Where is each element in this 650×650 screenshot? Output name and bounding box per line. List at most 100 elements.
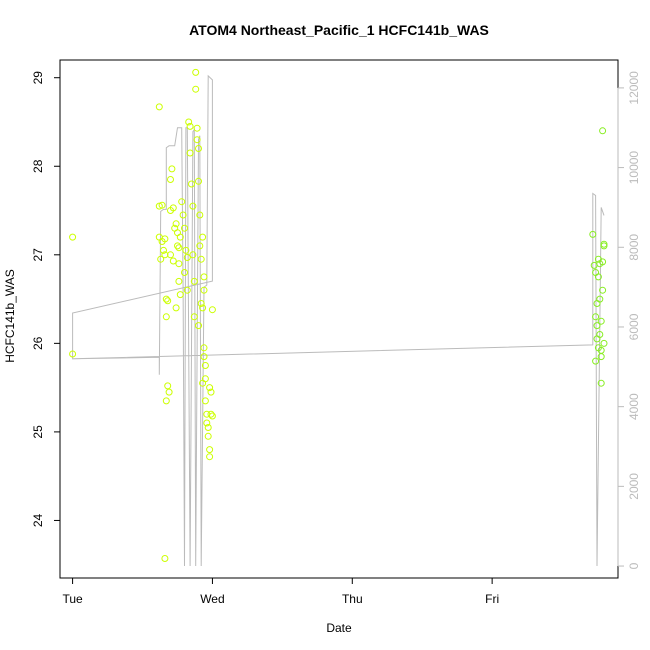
- data-point: [192, 68, 200, 76]
- data-point: [592, 313, 600, 321]
- data-point: [172, 220, 180, 228]
- data-point: [183, 286, 191, 294]
- data-point: [589, 230, 597, 238]
- value-line-layer: [72, 74, 605, 567]
- data-point: [599, 286, 607, 294]
- data-point: [592, 357, 600, 365]
- data-point: [197, 255, 205, 263]
- data-point: [193, 136, 201, 144]
- data-point: [600, 339, 608, 347]
- x-tick-label: Wed: [200, 592, 224, 606]
- data-point: [190, 277, 198, 285]
- data-point: [206, 384, 214, 392]
- y2-tick-label: 8000: [627, 234, 641, 261]
- data-point: [69, 350, 77, 358]
- data-point: [186, 122, 194, 130]
- y-axis-label: HCFC141b_WAS: [3, 269, 17, 363]
- x-tick-label: Fri: [485, 592, 499, 606]
- data-point: [195, 145, 202, 152]
- data-point: [162, 295, 170, 303]
- data-point: [208, 306, 216, 314]
- data-point: [594, 273, 602, 281]
- y2-tick-label: 4000: [627, 393, 641, 420]
- data-point: [175, 260, 183, 268]
- y-tick-label: 24: [31, 513, 45, 527]
- data-point: [182, 246, 190, 254]
- data-point: [593, 335, 601, 343]
- data-point: [161, 235, 169, 243]
- data-point: [200, 273, 208, 281]
- data-point: [192, 85, 200, 93]
- y2-tick-label: 0: [627, 562, 641, 569]
- data-point: [600, 242, 608, 250]
- data-point: [169, 257, 177, 265]
- data-point: [161, 555, 169, 562]
- data-point: [204, 432, 212, 440]
- data-point: [208, 412, 216, 420]
- data-point: [199, 379, 207, 387]
- y-tick-label: 26: [31, 336, 45, 350]
- data-point: [174, 242, 181, 250]
- data-point: [206, 446, 214, 454]
- data-point: [203, 419, 211, 427]
- data-point: [175, 277, 183, 285]
- data-point: [599, 127, 607, 135]
- x-tick-label: Thu: [342, 592, 363, 606]
- data-point: [200, 286, 208, 294]
- data-point: [186, 149, 194, 157]
- y-tick-label: 29: [31, 71, 45, 85]
- data-point: [201, 397, 209, 405]
- data-point: [167, 176, 174, 183]
- data-point: [185, 118, 193, 126]
- data-point: [201, 362, 209, 369]
- data-point: [176, 291, 184, 299]
- data-point: [179, 211, 187, 219]
- data-point: [189, 202, 197, 210]
- data-point: [599, 258, 607, 266]
- data-point: [206, 453, 214, 461]
- y2-tick-label: 10000: [627, 151, 641, 185]
- data-point: [195, 322, 202, 330]
- data-point: [181, 224, 188, 232]
- data-point: [183, 254, 191, 261]
- data-point: [172, 304, 180, 312]
- data-point: [199, 304, 207, 312]
- data-point: [155, 103, 163, 111]
- y2-tick-label: 2000: [627, 473, 641, 500]
- data-point: [189, 251, 197, 259]
- data-points-layer: [69, 68, 608, 562]
- data-point: [204, 424, 212, 431]
- data-point: [199, 233, 207, 241]
- data-point: [200, 353, 208, 361]
- data-point: [196, 211, 204, 219]
- data-point: [597, 317, 605, 325]
- data-point: [175, 244, 183, 252]
- data-point: [164, 297, 172, 305]
- data-point: [168, 165, 176, 173]
- data-point: [193, 124, 201, 132]
- data-point: [162, 397, 170, 405]
- data-point: [207, 388, 215, 396]
- data-point: [165, 388, 173, 396]
- y-tick-label: 27: [31, 248, 45, 262]
- data-point: [181, 269, 188, 276]
- data-point: [200, 344, 208, 352]
- chart-title: ATOM4 Northeast_Pacific_1 HCFC141b_WAS: [189, 22, 489, 38]
- data-point: [160, 246, 167, 254]
- y2-tick-label: 6000: [627, 313, 641, 340]
- x-axis-label: Date: [326, 621, 352, 635]
- data-point: [162, 313, 170, 321]
- data-point: [196, 242, 204, 250]
- x-axis: Tue Wed Thu Fri: [62, 577, 499, 606]
- data-point: [158, 201, 166, 209]
- y-axis-right: 0 2000 4000 6000 8000 10000 12000: [617, 71, 641, 569]
- data-point: [197, 300, 205, 307]
- data-point: [195, 177, 202, 185]
- data-point: [188, 180, 195, 188]
- data-point: [597, 379, 605, 387]
- data-point: [178, 198, 186, 206]
- data-point: [176, 233, 184, 241]
- data-point: [167, 251, 174, 259]
- y2-tick-label: 12000: [627, 71, 641, 105]
